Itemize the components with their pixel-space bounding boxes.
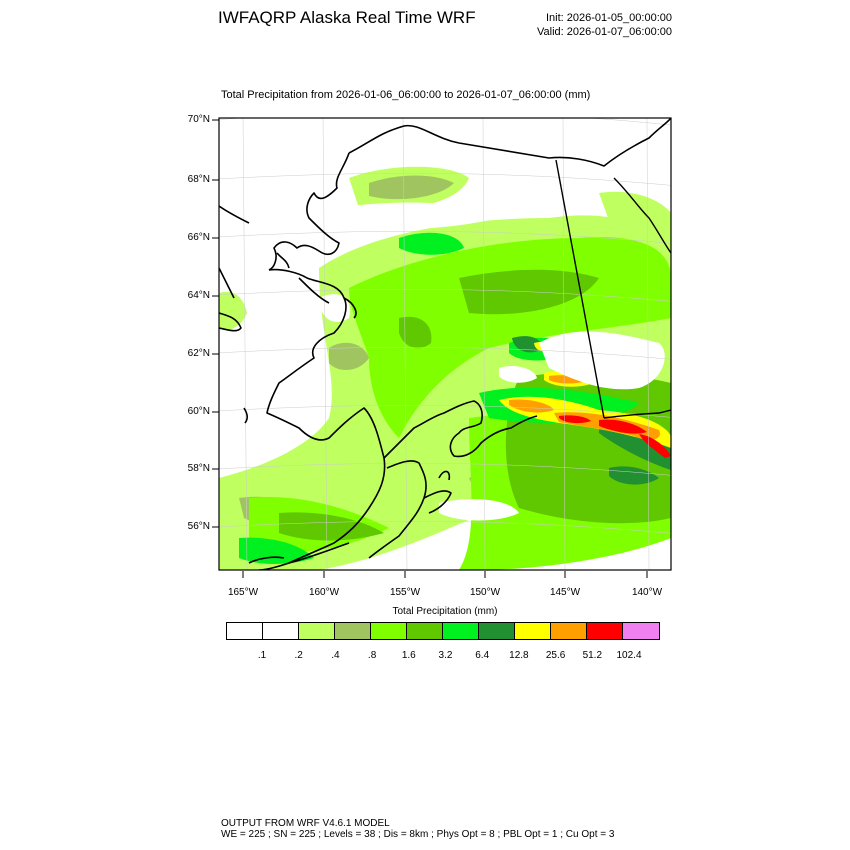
precipitation-map <box>219 118 671 570</box>
colorbar-label: 3.2 <box>438 650 453 661</box>
colorbar-swatch <box>299 623 335 639</box>
lon-label: 165°W <box>227 587 259 598</box>
lon-label: 155°W <box>389 587 421 598</box>
colorbar-label: 6.4 <box>475 650 490 661</box>
colorbar-label: 25.6 <box>545 650 566 661</box>
colorbar-label: 1.6 <box>401 650 416 661</box>
colorbar-label: .4 <box>331 650 340 661</box>
colorbar-swatch <box>479 623 515 639</box>
colorbar-swatch <box>587 623 623 639</box>
colorbar-swatch <box>371 623 407 639</box>
lon-label: 140°W <box>631 587 663 598</box>
precip-red <box>559 415 671 458</box>
lat-label: 68°N <box>187 174 210 185</box>
lat-label: 70°N <box>187 114 210 125</box>
colorbar-swatch <box>515 623 551 639</box>
plot-subtitle: Total Precipitation from 2026-01-06_06:0… <box>221 89 591 101</box>
coastlines <box>219 118 671 570</box>
valid-time: Valid: 2026-01-07_06:00:00 <box>537 26 672 38</box>
colorbar-label: 12.8 <box>509 650 529 661</box>
colorbar-swatch <box>407 623 443 639</box>
graticule <box>219 118 671 570</box>
lat-label: 64°N <box>187 290 210 301</box>
colorbar-title: Total Precipitation (mm) <box>392 606 498 617</box>
colorbar-label: .2 <box>294 650 303 661</box>
lat-label: 62°N <box>187 348 210 359</box>
colorbar-swatch <box>335 623 371 639</box>
init-time: Init: 2026-01-05_00:00:00 <box>546 12 672 24</box>
lat-label: 56°N <box>187 521 210 532</box>
footer-model: OUTPUT FROM WRF V4.6.1 MODEL <box>221 818 390 829</box>
colorbar-label: .1 <box>257 650 267 661</box>
lon-label: 160°W <box>308 587 340 598</box>
lon-label: 145°W <box>549 587 581 598</box>
colorbar-swatch <box>623 623 659 639</box>
colorbar-label: 102.4 <box>616 650 642 661</box>
colorbar-swatch <box>443 623 479 639</box>
colorbar-label: 51.2 <box>582 650 603 661</box>
lat-label: 66°N <box>187 232 210 243</box>
colorbar <box>226 622 660 640</box>
axis-ticks <box>212 117 672 578</box>
lat-label: 60°N <box>187 406 210 417</box>
colorbar-swatch <box>263 623 299 639</box>
border-lines <box>555 159 671 419</box>
map-svg <box>219 118 671 570</box>
footer-config: WE = 225 ; SN = 225 ; Levels = 38 ; Dis … <box>221 829 615 840</box>
lat-label: 58°N <box>187 463 210 474</box>
colorbar-swatch <box>551 623 587 639</box>
colorbar-swatch <box>227 623 263 639</box>
colorbar-label: .8 <box>367 650 377 661</box>
lon-label: 150°W <box>469 587 501 598</box>
main-title: IWFAQRP Alaska Real Time WRF <box>218 8 476 27</box>
